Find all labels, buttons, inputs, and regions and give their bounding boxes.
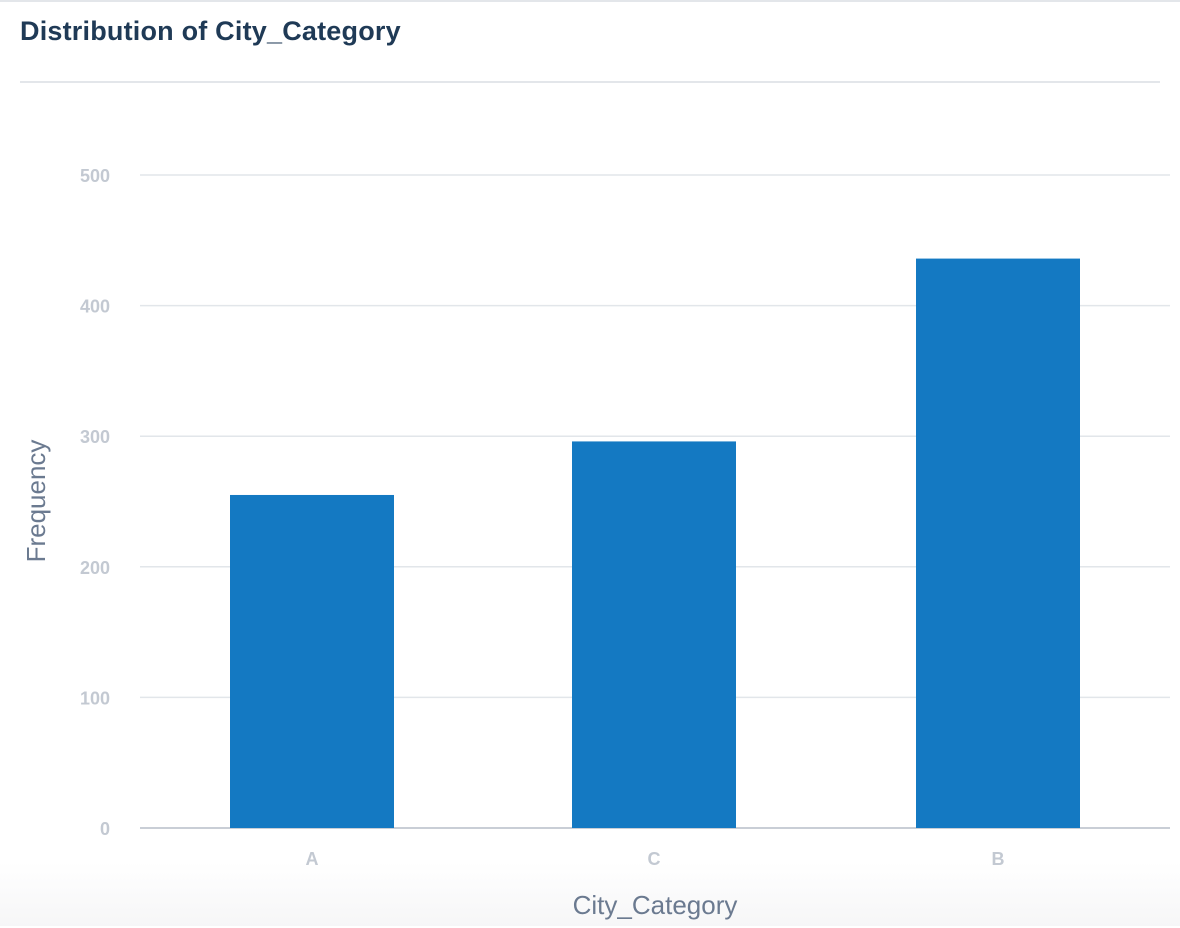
x-tick-label-B: B [992,849,1005,869]
title-divider [20,81,1160,83]
chart-title: Distribution of City_Category [20,16,401,46]
x-tick-label-A: A [306,849,319,869]
y-tick-label-200: 200 [80,558,110,578]
y-tick-label-0: 0 [100,819,110,839]
bar-A[interactable] [230,494,394,828]
y-tick-label-500: 500 [80,166,110,186]
bar-B[interactable] [916,258,1080,829]
bars [230,258,1080,829]
y-tick-label-100: 100 [80,688,110,708]
bar-C[interactable] [572,441,736,828]
y-tick-label-300: 300 [80,427,110,447]
x-axis-title: City_Category [573,890,738,920]
y-tick-label-400: 400 [80,297,110,317]
x-tick-label-C: C [648,849,661,869]
y-axis-title: Frequency [21,440,51,563]
y-axis-ticks: 0 100 200 300 400 500 [80,166,110,839]
